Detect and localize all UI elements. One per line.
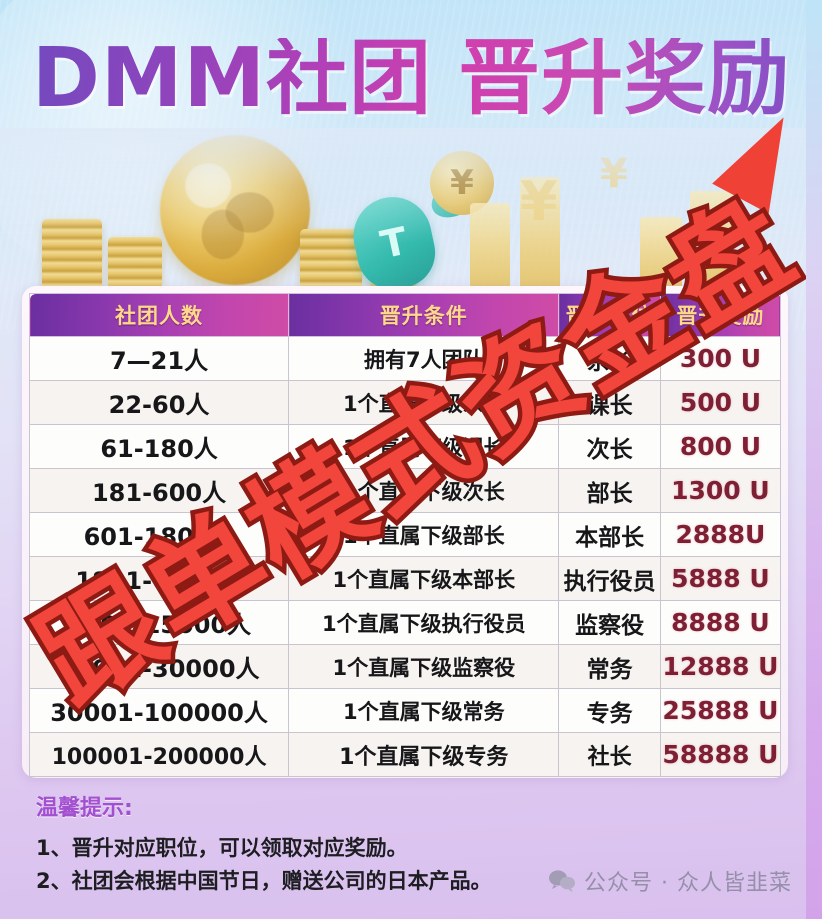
column-header-members: 社团人数 xyxy=(28,293,290,337)
cell-reward: 8888 U xyxy=(659,600,782,645)
cell-position: 本部长 xyxy=(558,512,661,557)
cell-position: 常务 xyxy=(558,644,661,689)
wechat-label: 公众号 · 众人皆韭菜 xyxy=(584,871,792,896)
cell-condition: 1个直属下级本部长 xyxy=(288,556,560,601)
cell-condition: 1个直属下级监察役 xyxy=(288,644,560,689)
column-header-reward: 晋升奖励 xyxy=(659,293,782,337)
cell-reward: 2888U xyxy=(659,512,782,557)
cell-members: 6001-15000人 xyxy=(28,600,290,645)
table-header-row: 社团人数 晋升条件 晋升职位 晋升奖励 xyxy=(28,293,782,337)
table-row: 1801-6000人 1个直属下级本部长 执行役员 5888 U xyxy=(28,556,782,601)
title-sub: 晋升奖励 xyxy=(458,31,791,126)
cell-reward: 12888 U xyxy=(659,644,782,689)
cell-members: 15001-30000人 xyxy=(28,644,290,689)
cell-condition: 1个直属下级次长 xyxy=(288,468,560,513)
cell-members: 601-1800人 xyxy=(28,512,290,557)
table-row: 6001-15000人 1个直属下级执行役员 监察役 8888 U xyxy=(28,600,782,645)
table-row: 30001-100000人 1个直属下级常务 专务 25888 U xyxy=(28,688,782,733)
cell-reward: 500 U xyxy=(659,380,782,425)
cell-members: 22-60人 xyxy=(28,380,290,425)
cell-condition: 1个直属下级专务 xyxy=(288,732,560,777)
column-header-condition: 晋升条件 xyxy=(288,293,560,337)
cell-position: 社长 xyxy=(558,732,661,777)
cell-reward: 5888 U xyxy=(659,556,782,601)
cell-members: 181-600人 xyxy=(28,468,290,513)
cell-position: 系长 xyxy=(558,336,661,381)
cell-reward: 1300 U xyxy=(659,468,782,513)
cell-condition: 1个直属下级部长 xyxy=(288,512,560,557)
cell-position: 次长 xyxy=(558,424,661,469)
column-header-position: 晋升职位 xyxy=(558,293,661,337)
table-row: 7—21人 拥有7人团队 系长 300 U xyxy=(28,336,782,381)
promotion-table: 社团人数 晋升条件 晋升职位 晋升奖励 7—21人 拥有7人团队 系长 300 U 2… xyxy=(28,293,782,777)
table-row: 601-1800人 1个直属下级部长 本部长 2888U xyxy=(28,512,782,557)
table-row: 15001-30000人 1个直属下级监察役 常务 12888 U xyxy=(28,644,782,689)
cell-position: 监察役 xyxy=(558,600,661,645)
cell-position: 执行役员 xyxy=(558,556,661,601)
tips-section: 温馨提示: 1、晋升对应职位，可以领取对应奖励。 2、社团会根据中国节日，赠送公… xyxy=(36,790,736,897)
promotion-table-card: 社团人数 晋升条件 晋升职位 晋升奖励 7—21人 拥有7人团队 系长 300 U 2… xyxy=(22,286,788,778)
wechat-icon xyxy=(549,870,576,892)
cell-condition: 拥有7人团队 xyxy=(288,336,560,381)
cell-position: 课长 xyxy=(558,380,661,425)
cell-reward: 25888 U xyxy=(659,688,782,733)
table-body: 7—21人 拥有7人团队 系长 300 U 22-60人 1个直属下级系长 课长 500 U… xyxy=(28,336,782,777)
tips-title: 温馨提示: xyxy=(36,796,133,821)
cell-condition: 1个直属下级系长 xyxy=(288,380,560,425)
cell-position: 部长 xyxy=(558,468,661,513)
tips-line-1: 1、晋升对应职位，可以领取对应奖励。 xyxy=(36,836,408,860)
wechat-handle: 公众号 · 众人皆韭菜 xyxy=(548,865,792,897)
cell-position: 专务 xyxy=(558,688,661,733)
title-main: DMM社团 xyxy=(31,31,433,126)
table-row: 181-600人 1个直属下级次长 部长 1300 U xyxy=(28,468,782,513)
cell-members: 1801-6000人 xyxy=(28,556,290,601)
cell-condition: 1个直属下级课长 xyxy=(288,424,560,469)
tips-line-2: 2、社团会根据中国节日，赠送公司的日本产品。 xyxy=(36,868,492,893)
cell-reward: 800 U xyxy=(659,424,782,469)
table-row: 100001-200000人 1个直属下级专务 社长 58888 U xyxy=(28,732,782,777)
cell-members: 30001-100000人 xyxy=(28,688,290,733)
decorative-money-scene: ¥ ¥ xyxy=(0,128,822,293)
cell-reward: 58888 U xyxy=(659,732,782,777)
table-row: 22-60人 1个直属下级系长 课长 500 U xyxy=(28,380,782,425)
cell-condition: 1个直属下级执行役员 xyxy=(288,600,560,645)
scene-fade-overlay xyxy=(0,128,822,293)
cell-members: 100001-200000人 xyxy=(28,732,290,777)
cell-members: 61-180人 xyxy=(28,424,290,469)
cell-reward: 300 U xyxy=(659,336,782,381)
page-title: DMM社团 晋升奖励 xyxy=(0,38,822,120)
cell-condition: 1个直属下级常务 xyxy=(288,688,560,733)
cell-members: 7—21人 xyxy=(28,336,290,381)
table-row: 61-180人 1个直属下级课长 次长 800 U xyxy=(28,424,782,469)
